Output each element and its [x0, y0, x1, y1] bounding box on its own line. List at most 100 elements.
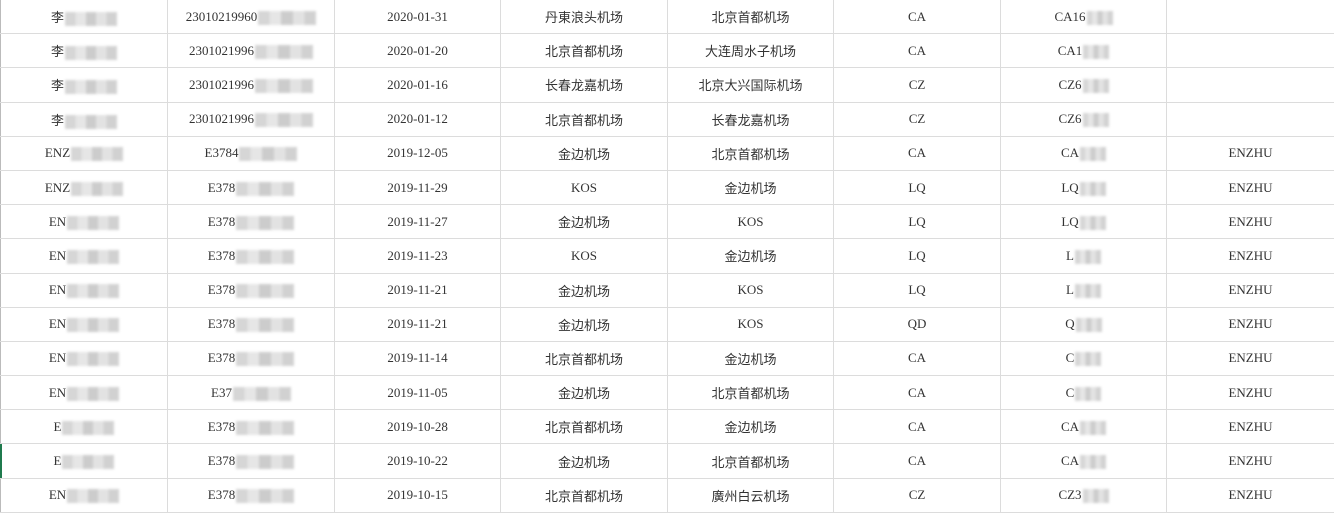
cell-name[interactable]: E: [0, 443, 168, 479]
cell-date[interactable]: 2019-10-15: [334, 477, 501, 513]
cell-from[interactable]: 北京首都机场: [500, 477, 668, 513]
cell-name[interactable]: 李: [0, 33, 168, 69]
cell-name[interactable]: 李: [0, 101, 168, 137]
cell-flight[interactable]: CA: [1000, 443, 1167, 479]
cell-airline[interactable]: LQ: [833, 169, 1001, 206]
cell-to[interactable]: 北京首都机场: [667, 443, 834, 479]
cell-flight[interactable]: C: [1000, 340, 1167, 377]
cell-to[interactable]: 大连周水子机场: [667, 33, 834, 69]
cell-flight[interactable]: C: [1000, 375, 1167, 411]
cell-name[interactable]: EN: [0, 340, 168, 377]
cell-name[interactable]: ENZ: [0, 169, 168, 206]
cell-flight[interactable]: CA16: [1000, 0, 1167, 35]
cell-flight[interactable]: Q: [1000, 306, 1167, 342]
cell-airline[interactable]: CA: [833, 340, 1001, 377]
cell-passenger[interactable]: ENZHU: [1166, 306, 1334, 342]
cell-from[interactable]: 北京首都机场: [500, 409, 668, 445]
cell-passenger[interactable]: ENZHU: [1166, 135, 1334, 171]
cell-from[interactable]: KOS: [500, 238, 668, 274]
cell-from[interactable]: 北京首都机场: [500, 101, 668, 137]
cell-id[interactable]: E378: [167, 409, 335, 445]
cell-flight[interactable]: LQ: [1000, 204, 1167, 240]
cell-airline[interactable]: CA: [833, 135, 1001, 171]
cell-from[interactable]: 长春龙嘉机场: [500, 67, 668, 103]
cell-to[interactable]: KOS: [667, 306, 834, 342]
cell-id[interactable]: E378: [167, 443, 335, 479]
cell-to[interactable]: 廣州白云机场: [667, 477, 834, 513]
cell-flight[interactable]: CA: [1000, 409, 1167, 445]
cell-date[interactable]: 2019-11-29: [334, 169, 501, 206]
cell-to[interactable]: 长春龙嘉机场: [667, 101, 834, 137]
cell-passenger[interactable]: [1166, 67, 1334, 103]
cell-passenger[interactable]: [1166, 33, 1334, 69]
cell-airline[interactable]: LQ: [833, 272, 1001, 308]
cell-date[interactable]: 2019-11-21: [334, 306, 501, 342]
cell-date[interactable]: 2019-11-21: [334, 272, 501, 308]
cell-flight[interactable]: L: [1000, 238, 1167, 274]
cell-date[interactable]: 2019-11-23: [334, 238, 501, 274]
cell-from[interactable]: 北京首都机场: [500, 340, 668, 377]
cell-airline[interactable]: CA: [833, 0, 1001, 35]
cell-passenger[interactable]: ENZHU: [1166, 204, 1334, 240]
cell-date[interactable]: 2020-01-16: [334, 67, 501, 103]
cell-id[interactable]: 2301021996: [167, 67, 335, 103]
cell-flight[interactable]: CZ6: [1000, 101, 1167, 137]
cell-name[interactable]: ENZ: [0, 135, 168, 171]
cell-date[interactable]: 2020-01-31: [334, 0, 501, 35]
cell-name[interactable]: EN: [0, 477, 168, 513]
cell-from[interactable]: 北京首都机场: [500, 33, 668, 69]
cell-airline[interactable]: LQ: [833, 204, 1001, 240]
cell-from[interactable]: 金边机场: [500, 272, 668, 308]
cell-id[interactable]: E378: [167, 272, 335, 308]
cell-passenger[interactable]: ENZHU: [1166, 375, 1334, 411]
cell-id[interactable]: E378: [167, 477, 335, 513]
cell-to[interactable]: 金边机场: [667, 238, 834, 274]
cell-name[interactable]: E: [0, 409, 168, 445]
cell-date[interactable]: 2019-12-05: [334, 135, 501, 171]
cell-flight[interactable]: CZ3: [1000, 477, 1167, 513]
cell-airline[interactable]: LQ: [833, 238, 1001, 274]
cell-name[interactable]: 李: [0, 67, 168, 103]
cell-id[interactable]: E378: [167, 204, 335, 240]
cell-name[interactable]: EN: [0, 375, 168, 411]
cell-to[interactable]: KOS: [667, 272, 834, 308]
cell-to[interactable]: 北京首都机场: [667, 375, 834, 411]
cell-from[interactable]: 金边机场: [500, 135, 668, 171]
cell-name[interactable]: EN: [0, 238, 168, 274]
cell-from[interactable]: 金边机场: [500, 375, 668, 411]
cell-airline[interactable]: CZ: [833, 101, 1001, 137]
cell-id[interactable]: 23010219960: [167, 0, 335, 35]
cell-name[interactable]: EN: [0, 306, 168, 342]
cell-to[interactable]: 北京首都机场: [667, 0, 834, 35]
cell-from[interactable]: 金边机场: [500, 306, 668, 342]
cell-date[interactable]: 2019-11-05: [334, 375, 501, 411]
cell-name[interactable]: EN: [0, 204, 168, 240]
cell-passenger[interactable]: ENZHU: [1166, 272, 1334, 308]
cell-flight[interactable]: L: [1000, 272, 1167, 308]
cell-to[interactable]: KOS: [667, 204, 834, 240]
cell-id[interactable]: E3784: [167, 135, 335, 171]
cell-airline[interactable]: CA: [833, 443, 1001, 479]
cell-date[interactable]: 2020-01-12: [334, 101, 501, 137]
cell-from[interactable]: 丹東浪头机场: [500, 0, 668, 35]
cell-airline[interactable]: CA: [833, 375, 1001, 411]
cell-flight[interactable]: CZ6: [1000, 67, 1167, 103]
cell-to[interactable]: 金边机场: [667, 409, 834, 445]
cell-id[interactable]: E37: [167, 375, 335, 411]
cell-flight[interactable]: CA: [1000, 135, 1167, 171]
cell-from[interactable]: KOS: [500, 169, 668, 206]
cell-passenger[interactable]: ENZHU: [1166, 238, 1334, 274]
cell-airline[interactable]: CA: [833, 409, 1001, 445]
cell-id[interactable]: E378: [167, 169, 335, 206]
cell-id[interactable]: E378: [167, 306, 335, 342]
cell-airline[interactable]: CZ: [833, 477, 1001, 513]
cell-name[interactable]: 李: [0, 0, 168, 35]
cell-to[interactable]: 北京首都机场: [667, 135, 834, 171]
cell-passenger[interactable]: ENZHU: [1166, 477, 1334, 513]
cell-id[interactable]: E378: [167, 238, 335, 274]
cell-from[interactable]: 金边机场: [500, 204, 668, 240]
cell-date[interactable]: 2019-10-22: [334, 443, 501, 479]
cell-id[interactable]: 2301021996: [167, 33, 335, 69]
cell-id[interactable]: E378: [167, 340, 335, 377]
cell-date[interactable]: 2019-11-14: [334, 340, 501, 377]
